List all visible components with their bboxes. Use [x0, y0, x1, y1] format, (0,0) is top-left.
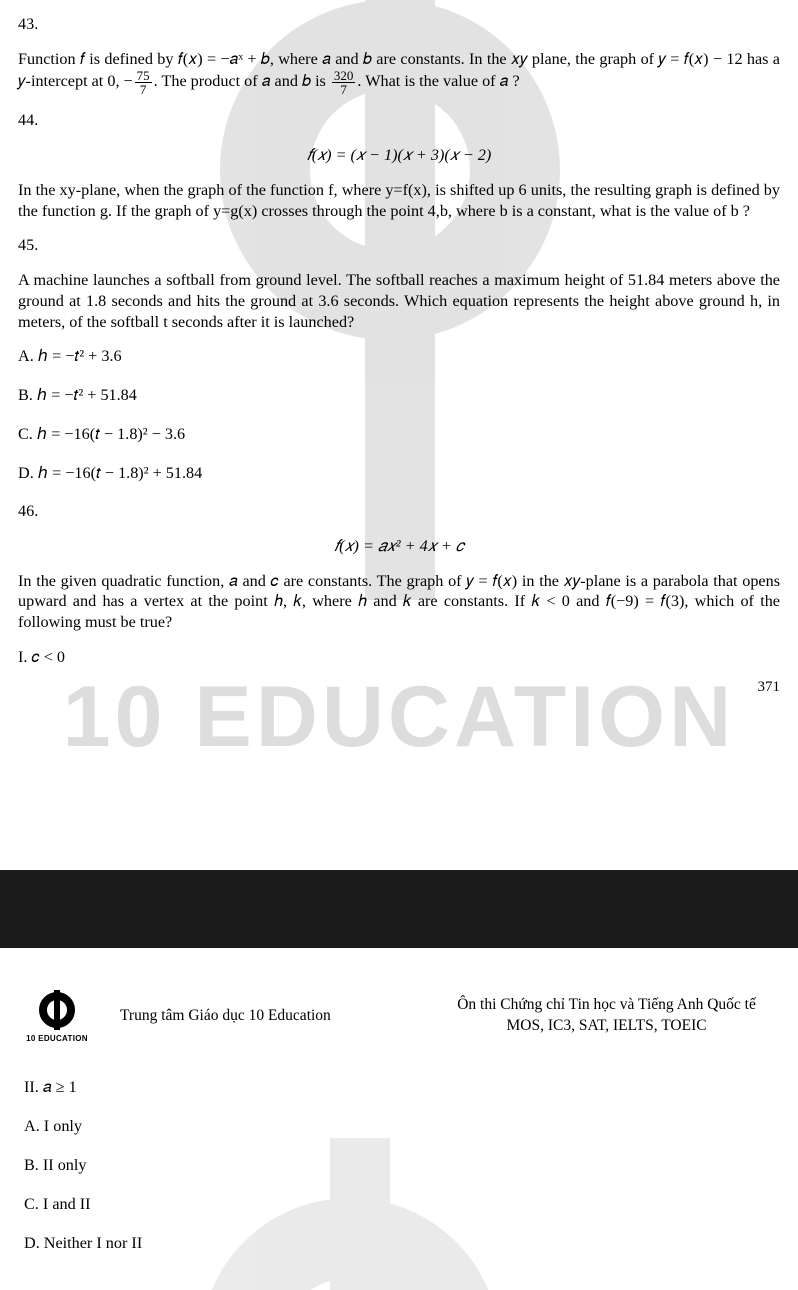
q43-number: 43. — [18, 14, 780, 35]
q43-part3: . What is the value of 𝑎 ? — [357, 73, 519, 91]
q46-opt-d[interactable]: D. Neither I nor II — [24, 1233, 780, 1254]
q44-text: In the xy-plane, when the graph of the f… — [18, 180, 780, 221]
page-upper: 10 EDUCATION 43. Function 𝑓 is defined b… — [0, 0, 798, 870]
q44-equation: 𝑓(𝑥) = (𝑥 − 1)(𝑥 + 3)(𝑥 − 2) — [18, 145, 780, 166]
logo-block: 10 EDUCATION — [18, 988, 96, 1043]
header-right-line1: Ôn thi Chứng chỉ Tin học và Tiếng Anh Qu… — [433, 995, 780, 1015]
q43-frac2: 3207 — [332, 69, 356, 96]
separator-bar — [0, 870, 798, 948]
header-right-text: Ôn thi Chứng chỉ Tin học và Tiếng Anh Qu… — [433, 995, 780, 1035]
page-lower: 10 EDUCATION Trung tâm Giáo dục 10 Educa… — [0, 948, 798, 1290]
page-header: 10 EDUCATION Trung tâm Giáo dục 10 Educa… — [18, 988, 780, 1043]
q43-text: Function 𝑓 is defined by 𝑓(𝑥) = −𝑎ˣ + 𝑏,… — [18, 49, 780, 97]
q45-opt-c[interactable]: C. ℎ = −16(𝑡 − 1.8)² − 3.6 — [18, 424, 780, 445]
q46-opt-b[interactable]: B. II only — [24, 1155, 780, 1176]
q46-stmt-ii: II. 𝑎 ≥ 1 — [24, 1077, 780, 1098]
q45-text: A machine launches a softball from groun… — [18, 270, 780, 332]
frac-den: 7 — [135, 83, 152, 96]
logo-caption: 10 EDUCATION — [18, 1034, 96, 1043]
q44-number: 44. — [18, 110, 780, 131]
page-number: 371 — [18, 678, 780, 697]
q43-part2: . The product of 𝑎 and 𝑏 is — [154, 73, 330, 91]
q46-equation: 𝑓(𝑥) = 𝑎𝑥² + 4𝑥 + 𝑐 — [18, 536, 780, 557]
q46-opt-a[interactable]: A. I only — [24, 1116, 780, 1137]
phi-logo-icon — [35, 988, 79, 1032]
q45-opt-d[interactable]: D. ℎ = −16(𝑡 − 1.8)² + 51.84 — [18, 463, 780, 484]
content-top: 43. Function 𝑓 is defined by 𝑓(𝑥) = −𝑎ˣ … — [18, 14, 780, 697]
frac-num: 75 — [135, 69, 152, 83]
q46-text: In the given quadratic function, 𝑎 and 𝑐… — [18, 571, 780, 633]
frac-den: 7 — [332, 83, 356, 96]
q46-number: 46. — [18, 501, 780, 522]
q45-options: A. ℎ = −𝑡² + 3.6 B. ℎ = −𝑡² + 51.84 C. ℎ… — [18, 346, 780, 483]
q43-frac1: 757 — [135, 69, 152, 96]
header-center-text: Trung tâm Giáo dục 10 Education — [120, 1007, 409, 1025]
q46-stmt-i: I. 𝑐 < 0 — [18, 647, 780, 668]
q46-opt-c[interactable]: C. I and II — [24, 1194, 780, 1215]
header-right-line2: MOS, IC3, SAT, IELTS, TOEIC — [433, 1016, 780, 1036]
q45-number: 45. — [18, 235, 780, 256]
q45-opt-a[interactable]: A. ℎ = −𝑡² + 3.6 — [18, 346, 780, 367]
content-bottom: II. 𝑎 ≥ 1 A. I only B. II only C. I and … — [18, 1077, 780, 1254]
q45-opt-b[interactable]: B. ℎ = −𝑡² + 51.84 — [18, 385, 780, 406]
frac-num: 320 — [332, 69, 356, 83]
